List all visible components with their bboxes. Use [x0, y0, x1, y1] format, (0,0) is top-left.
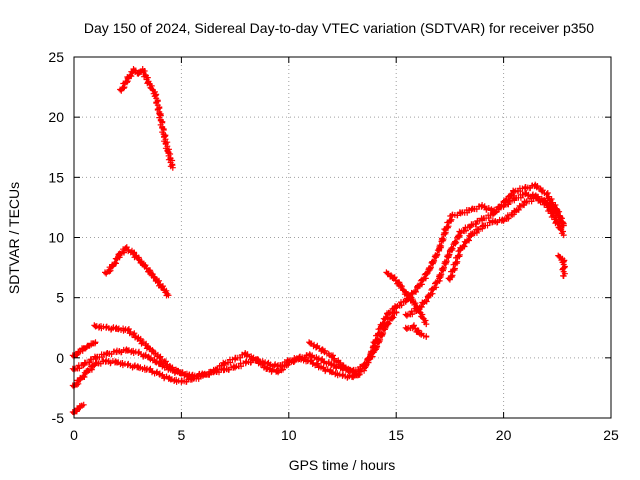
series-markers: [69, 304, 400, 390]
series-markers: [402, 322, 430, 340]
grid-lines: [74, 57, 611, 418]
x-tick-label: 5: [178, 427, 186, 443]
data-marks: [69, 66, 568, 417]
series-track-high-arc: [117, 66, 176, 171]
series-markers: [102, 244, 172, 299]
series-track-end-isolated: [555, 252, 568, 279]
chart-title: Day 150 of 2024, Sidereal Day-to-day VTE…: [84, 20, 594, 36]
series-track-second-band: [69, 309, 400, 380]
y-tick-label: -5: [52, 410, 65, 426]
series-track-mid-arc: [102, 244, 172, 299]
y-tick-label: 5: [56, 290, 64, 306]
series-track-middle-bump: [306, 339, 363, 379]
series-track-rise-b: [402, 181, 567, 319]
series-track-start-dip: [69, 401, 87, 417]
series-track-rise-a: [392, 190, 567, 311]
y-tick-label: 15: [48, 169, 64, 185]
x-tick-label: 20: [496, 427, 512, 443]
series-markers: [69, 309, 400, 380]
series-track-branch-high: [383, 269, 430, 328]
y-axis-label: SDTVAR / TECUs: [6, 182, 22, 294]
y-tick-label: 10: [48, 230, 64, 246]
series-markers: [445, 193, 567, 283]
x-axis-label: GPS time / hours: [289, 457, 396, 473]
series-markers: [392, 190, 567, 311]
series-track-branch-low: [402, 322, 430, 340]
series-markers: [402, 181, 567, 319]
series-markers: [306, 339, 363, 379]
y-tick-label: 20: [48, 109, 64, 125]
series-track-rise-c: [445, 193, 567, 283]
series-markers: [383, 269, 430, 328]
series-track-lower-band: [69, 304, 400, 390]
y-tick-label: 0: [56, 350, 64, 366]
series-markers: [117, 66, 176, 171]
x-tick-label: 15: [388, 427, 404, 443]
series-markers: [555, 252, 568, 279]
x-tick-label: 0: [70, 427, 78, 443]
axis-ticks: 0 5 10 15 20 25 -5 0 5 10 15 20 25: [48, 49, 619, 443]
y-tick-label: 25: [48, 49, 64, 65]
series-markers: [69, 401, 87, 417]
x-tick-label: 25: [603, 427, 619, 443]
x-tick-label: 10: [281, 427, 297, 443]
